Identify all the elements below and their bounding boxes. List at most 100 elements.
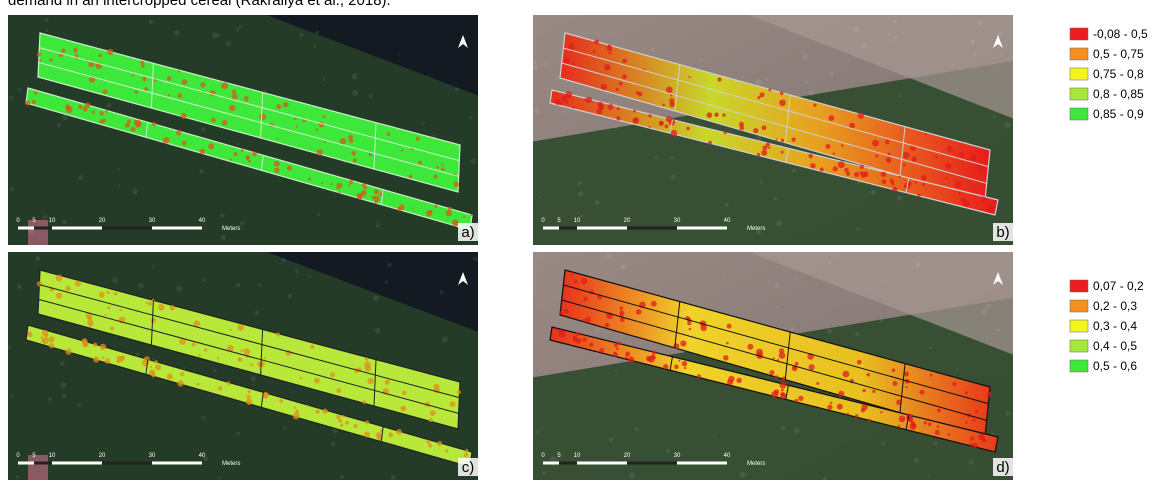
panel-label: b) (996, 224, 1009, 241)
plot-spot (593, 50, 596, 53)
texture (829, 261, 832, 264)
texture (934, 441, 938, 445)
plot-spot (726, 342, 729, 345)
texture (893, 19, 896, 22)
texture (897, 196, 902, 201)
plot-spot (93, 356, 99, 362)
plot-spot (559, 331, 566, 338)
plot-spot (846, 172, 850, 176)
plot-spot (363, 186, 367, 190)
texture (969, 460, 973, 464)
plot-spot (651, 301, 657, 307)
texture (299, 33, 303, 37)
scale-bar-label: 40 (724, 453, 731, 459)
plot-spot (911, 156, 917, 162)
plot-spot (232, 94, 238, 100)
plot-spot (125, 123, 130, 128)
scale-bar-label: 40 (199, 453, 206, 459)
image-panel: 0510203040Metersc) (8, 252, 478, 480)
texture (176, 286, 182, 292)
texture (777, 306, 779, 308)
plot-spot (200, 82, 205, 87)
texture (699, 58, 702, 61)
texture (313, 45, 316, 48)
plot-spot (385, 379, 390, 384)
plot-spot (714, 112, 719, 117)
plot-spot (572, 62, 575, 65)
texture (981, 308, 987, 314)
texture (794, 428, 800, 434)
legend-swatch (1070, 48, 1088, 60)
plot-spot (196, 383, 199, 386)
plot-spot (912, 424, 916, 428)
plot-spot (247, 390, 250, 393)
plot-spot (973, 443, 978, 448)
plot-spot (860, 171, 864, 175)
plot-spot (135, 90, 139, 94)
plot-spot (470, 214, 472, 216)
texture (221, 235, 227, 241)
texture (60, 382, 66, 388)
scale-bar-label: 40 (724, 218, 731, 224)
plot-spot (204, 348, 207, 351)
plot-spot (564, 309, 568, 313)
plot-spot (857, 360, 862, 365)
plot-spot (151, 318, 156, 323)
plot-spot (965, 391, 968, 394)
plot-spot (808, 154, 812, 158)
plot-spot (180, 372, 184, 376)
scale-bar-label: 10 (49, 218, 56, 224)
plot-spot (706, 112, 712, 118)
plot-spot (981, 208, 983, 210)
plot-spot (429, 418, 433, 422)
texture (596, 328, 599, 331)
texture (544, 62, 547, 65)
plot-spot (809, 364, 815, 370)
plot-spot (167, 374, 173, 380)
plot-spot (141, 64, 145, 68)
legend-label: 0,85 - 0,9 (1093, 107, 1144, 121)
plot-spot (252, 151, 257, 156)
plot-spot (773, 357, 775, 359)
plot-spot (315, 410, 319, 414)
texture (532, 60, 536, 64)
plot-spot (723, 355, 729, 361)
texture (974, 52, 977, 55)
plot-spot (365, 420, 369, 424)
plot-spot (604, 64, 610, 70)
plot-spot (652, 350, 656, 354)
plot-spot (37, 281, 43, 287)
texture (634, 427, 638, 431)
plot-spot (975, 410, 978, 413)
plot-spot (795, 399, 799, 403)
scale-bar-label: 20 (99, 218, 106, 224)
plot-spot (561, 96, 567, 102)
texture (428, 75, 430, 77)
plot-spot (294, 118, 296, 120)
plot-spot (168, 94, 170, 96)
plot-spot (66, 106, 73, 113)
texture (385, 280, 388, 283)
plot-spot (232, 90, 236, 94)
plot-spot (365, 365, 371, 371)
texture (535, 109, 539, 113)
plot-spot (568, 44, 574, 50)
plot-spot (98, 54, 102, 58)
plot-spot (218, 386, 222, 390)
texture (1005, 122, 1011, 128)
plot-spot (684, 367, 686, 369)
plot-spot (336, 415, 340, 419)
plot-spot (453, 181, 459, 187)
plot-spot (963, 200, 970, 207)
plot-spot (945, 163, 951, 169)
plot-spot (241, 149, 244, 152)
plot-spot (924, 421, 927, 424)
texture (790, 327, 794, 331)
plot-spot (987, 207, 994, 214)
texture (213, 369, 216, 372)
texture (237, 143, 239, 145)
scale-bar-label: 30 (674, 218, 681, 224)
texture (397, 53, 399, 55)
plot-spot (294, 407, 296, 409)
plot-spot (663, 364, 668, 369)
